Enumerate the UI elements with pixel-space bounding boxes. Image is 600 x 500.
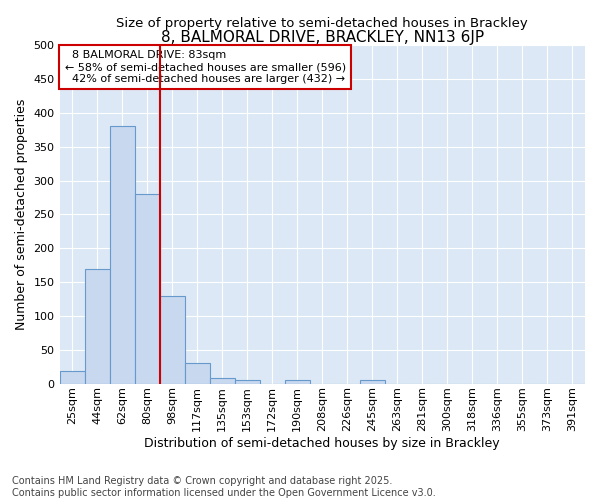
Bar xyxy=(360,380,385,384)
Bar xyxy=(85,268,110,384)
Bar xyxy=(134,194,160,384)
Bar xyxy=(285,380,310,384)
Bar xyxy=(209,378,235,384)
Bar xyxy=(235,380,260,384)
Bar xyxy=(110,126,134,384)
Bar xyxy=(185,364,209,384)
X-axis label: Distribution of semi-detached houses by size in Brackley: Distribution of semi-detached houses by … xyxy=(145,437,500,450)
Text: Contains HM Land Registry data © Crown copyright and database right 2025.
Contai: Contains HM Land Registry data © Crown c… xyxy=(12,476,436,498)
Bar xyxy=(59,372,85,384)
Y-axis label: Number of semi-detached properties: Number of semi-detached properties xyxy=(15,99,28,330)
Text: 8 BALMORAL DRIVE: 83sqm
← 58% of semi-detached houses are smaller (596)
  42% of: 8 BALMORAL DRIVE: 83sqm ← 58% of semi-de… xyxy=(65,50,346,84)
Bar xyxy=(160,296,185,384)
Title: 8, BALMORAL DRIVE, BRACKLEY, NN13 6JP: 8, BALMORAL DRIVE, BRACKLEY, NN13 6JP xyxy=(161,30,484,46)
Text: Size of property relative to semi-detached houses in Brackley: Size of property relative to semi-detach… xyxy=(116,17,528,30)
